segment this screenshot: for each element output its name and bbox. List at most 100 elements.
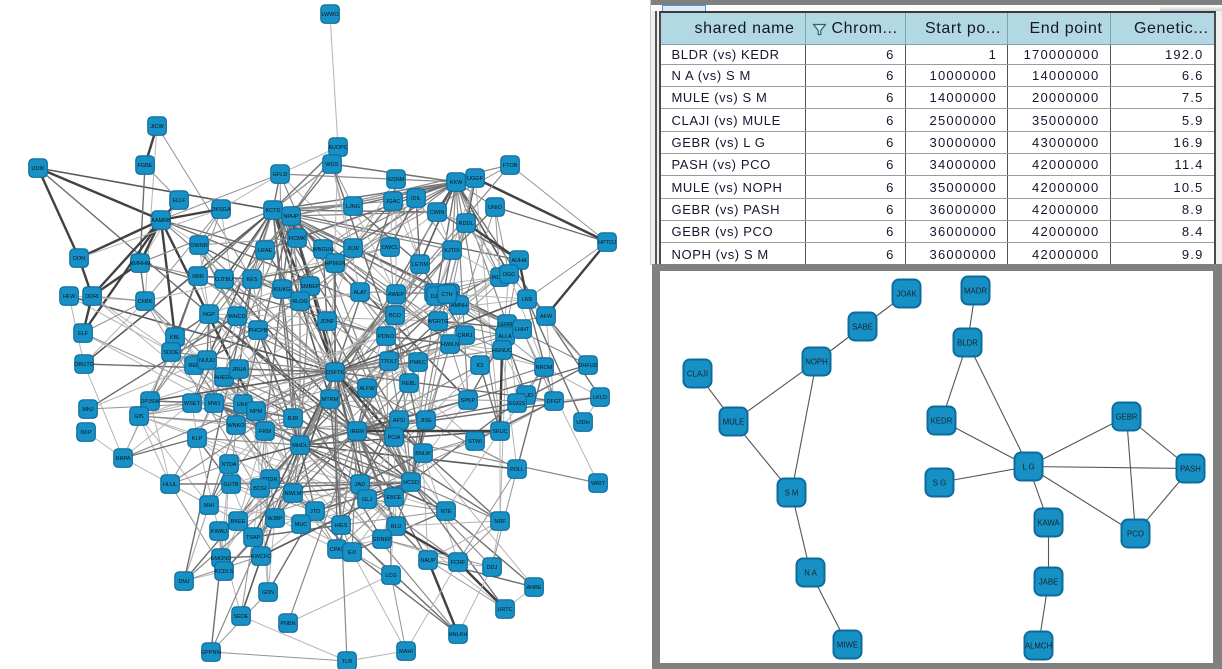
svg-text:JOAK: JOAK [896, 289, 917, 298]
svg-text:UNIO: UNIO [488, 205, 502, 211]
svg-text:HCSD: HCSD [403, 480, 419, 486]
svg-text:NUUD: NUUD [199, 358, 215, 364]
svg-text:OJTBU: OJTBU [215, 277, 233, 283]
svg-text:MAHI: MAHI [399, 649, 413, 655]
svg-text:HPMGN: HPMGN [325, 261, 346, 267]
svg-text:AUOPC: AUOPC [328, 145, 348, 151]
svg-text:UDIK: UDIK [31, 166, 44, 172]
svg-text:MWJ: MWJ [208, 401, 221, 407]
svg-text:GUTB: GUTB [223, 482, 239, 488]
svg-text:FCRF: FCRF [451, 560, 466, 566]
svg-text:LETIM: LETIM [412, 262, 429, 268]
svg-text:RLOG: RLOG [292, 299, 308, 305]
svg-text:RLU: RLU [390, 524, 401, 530]
svg-text:ALFW: ALFW [359, 386, 375, 392]
svg-text:KCTD: KCTD [266, 208, 281, 214]
svg-text:PCO: PCO [1127, 529, 1144, 538]
svg-text:GDN: GDN [262, 590, 274, 596]
svg-text:SMBEP: SMBEP [300, 284, 320, 290]
svg-text:MIWE: MIWE [836, 640, 857, 649]
svg-text:JDNF: JDNF [320, 319, 335, 325]
svg-text:ICI: ICI [476, 363, 484, 369]
svg-text:RRPA: RRPA [116, 456, 131, 462]
svg-text:BNLW: BNLW [415, 451, 431, 457]
svg-text:HFW: HFW [63, 294, 76, 300]
svg-text:JRUA: JRUA [232, 367, 247, 373]
svg-text:L G: L G [1022, 462, 1034, 471]
svg-text:EBCE: EBCE [387, 495, 402, 501]
svg-text:PNBN: PNBN [280, 621, 295, 627]
svg-text:SDOE: SDOE [163, 350, 179, 356]
svg-text:NPM: NPM [250, 409, 263, 415]
svg-text:TTOLT: TTOLT [381, 359, 399, 365]
svg-text:REE: REE [188, 363, 200, 369]
svg-text:S G: S G [932, 478, 945, 487]
svg-text:SEDE: SEDE [234, 614, 249, 620]
svg-text:REBL: REBL [402, 381, 416, 387]
svg-text:FGBE: FGBE [138, 163, 153, 169]
svg-text:FRM: FRM [259, 429, 271, 435]
svg-text:DPJSW: DPJSW [140, 399, 160, 405]
svg-text:IREM: IREM [350, 429, 364, 435]
svg-text:MHDL: MHDL [292, 443, 308, 449]
svg-text:STWI: STWI [468, 439, 482, 445]
svg-text:DDRI: DDRI [85, 294, 99, 300]
svg-text:WNKO: WNKO [227, 423, 245, 429]
svg-text:UGGF: UGGF [467, 176, 484, 182]
svg-text:KES: KES [246, 277, 257, 283]
svg-text:PDNO: PDNO [378, 334, 395, 340]
svg-text:BKEE: BKEE [231, 519, 246, 525]
svg-text:WGS: WGS [325, 162, 338, 168]
svg-text:RDDL: RDDL [459, 221, 474, 227]
svg-text:MULE: MULE [722, 417, 744, 426]
svg-text:JAD: JAD [355, 482, 365, 488]
svg-text:NAUP: NAUP [420, 558, 436, 564]
svg-text:JTD: JTD [310, 509, 320, 515]
svg-text:TSAP: TSAP [246, 535, 261, 541]
svg-text:SABE: SABE [852, 322, 873, 331]
svg-text:MNJ: MNJ [82, 407, 94, 413]
svg-text:TLR: TLR [342, 659, 352, 665]
svg-text:HGNUC: HGNUC [492, 348, 512, 354]
svg-text:PCIA: PCIA [388, 435, 401, 441]
svg-text:OBGTO: OBGTO [74, 362, 94, 368]
svg-text:WJBP: WJBP [267, 516, 283, 522]
svg-text:KIUKG: KIUKG [273, 287, 290, 293]
svg-text:AFSI: AFSI [393, 418, 406, 424]
svg-text:LNS: LNS [522, 297, 533, 303]
svg-text:LRAE: LRAE [258, 248, 273, 254]
svg-text:PMKC: PMKC [410, 360, 426, 366]
svg-text:JISE: JISE [420, 418, 432, 424]
svg-text:AWEP: AWEP [388, 292, 404, 298]
svg-text:KCDLS: KCDLS [215, 569, 234, 575]
svg-text:CTH: CTH [441, 292, 452, 298]
svg-text:CRRJ: CRRJ [458, 333, 473, 339]
svg-text:DDJ: DDJ [487, 565, 498, 571]
svg-text:CWIN: CWIN [430, 210, 445, 216]
svg-text:GDNEP: GDNEP [372, 537, 392, 543]
svg-text:GEBR: GEBR [1115, 412, 1137, 421]
svg-text:HNLKH: HNLKH [449, 632, 468, 638]
svg-text:JGAC: JGAC [386, 199, 401, 205]
svg-text:DSFTK: DSFTK [326, 370, 344, 376]
svg-text:KLP: KLP [192, 436, 203, 442]
svg-text:UIHL: UIHL [237, 402, 250, 408]
svg-text:GLJ: GLJ [362, 497, 372, 503]
svg-text:FICMK: FICMK [288, 236, 305, 242]
svg-text:LJNG: LJNG [346, 204, 360, 210]
svg-text:KWAU: KWAU [211, 529, 227, 535]
svg-text:FTOB: FTOB [503, 163, 518, 169]
svg-text:NTE: NTE [441, 509, 452, 515]
svg-text:BLDR: BLDR [957, 338, 978, 347]
svg-text:NTDA: NTDA [222, 462, 237, 468]
svg-text:NRF: NRF [494, 519, 506, 525]
svg-text:ELLF: ELLF [172, 198, 186, 204]
svg-text:SEUC: SEUC [492, 429, 507, 435]
svg-text:HIES: HIES [335, 523, 348, 529]
svg-text:URTC: URTC [497, 607, 512, 613]
svg-text:EMOND: EMOND [211, 556, 232, 562]
svg-text:JABE: JABE [1038, 577, 1058, 586]
svg-text:KEDR: KEDR [930, 416, 952, 425]
svg-text:LWWO: LWWO [321, 12, 339, 18]
svg-text:NPHP: NPHP [283, 214, 299, 220]
